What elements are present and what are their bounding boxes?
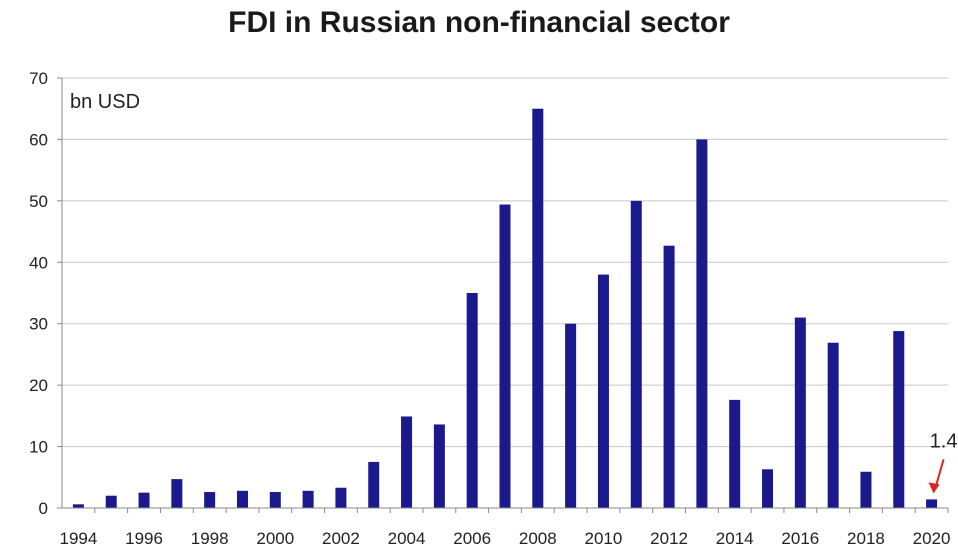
chart-title: FDI in Russian non-financial sector [228, 6, 730, 39]
y-axis-label: bn USD [70, 91, 140, 113]
bar-1998 [204, 492, 216, 508]
annotation-arrow-line [934, 459, 945, 488]
bar-2017 [827, 342, 839, 508]
bar-2011 [630, 200, 642, 508]
bar-2004 [401, 416, 413, 508]
bar-1994 [72, 504, 84, 508]
x-tick-label: 2012 [650, 529, 688, 548]
bar-2001 [302, 490, 314, 508]
x-tick-label: 2014 [716, 529, 754, 548]
bar-2005 [433, 424, 445, 508]
x-tick-label: 2010 [585, 529, 623, 548]
bar-2008 [532, 108, 544, 508]
bar-2010 [597, 274, 609, 508]
bar-2002 [335, 487, 347, 508]
y-tick-label: 30 [29, 315, 48, 334]
bar-2009 [565, 323, 577, 508]
bar-2013 [696, 139, 708, 508]
bar-1999 [236, 490, 248, 508]
x-tick-label: 2000 [256, 529, 294, 548]
bar-2019 [893, 331, 905, 508]
x-tick-label: 2020 [913, 529, 951, 548]
bar-2020 [926, 499, 938, 508]
bar-2006 [466, 293, 478, 508]
bar-1996 [138, 492, 150, 508]
bar-2000 [269, 492, 281, 508]
x-tick-label: 1994 [59, 529, 97, 548]
bar-2018 [860, 471, 872, 508]
y-tick-label: 10 [29, 438, 48, 457]
y-tick-label: 70 [29, 69, 48, 88]
bar-2016 [794, 317, 806, 508]
x-tick-label: 2002 [322, 529, 360, 548]
bar-2007 [499, 204, 511, 509]
annotation-arrow-head [928, 482, 940, 494]
bar-2015 [762, 469, 774, 508]
bar-2012 [663, 245, 675, 508]
y-tick-label: 40 [29, 253, 48, 272]
bar-1997 [171, 479, 183, 508]
annotation-label: 1.4 [930, 430, 958, 452]
x-tick-label: 1998 [191, 529, 229, 548]
y-tick-label: 60 [29, 130, 48, 149]
x-tick-label: 1996 [125, 529, 163, 548]
bar-2003 [368, 461, 380, 508]
y-tick-label: 50 [29, 192, 48, 211]
x-tick-label: 2008 [519, 529, 557, 548]
y-tick-label: 20 [29, 376, 48, 395]
bar-2014 [729, 399, 741, 508]
x-tick-label: 2004 [388, 529, 426, 548]
x-tick-label: 2016 [781, 529, 819, 548]
y-tick-label: 0 [39, 499, 48, 518]
x-tick-label: 2006 [453, 529, 491, 548]
bar-1995 [105, 495, 117, 508]
x-tick-label: 2018 [847, 529, 885, 548]
